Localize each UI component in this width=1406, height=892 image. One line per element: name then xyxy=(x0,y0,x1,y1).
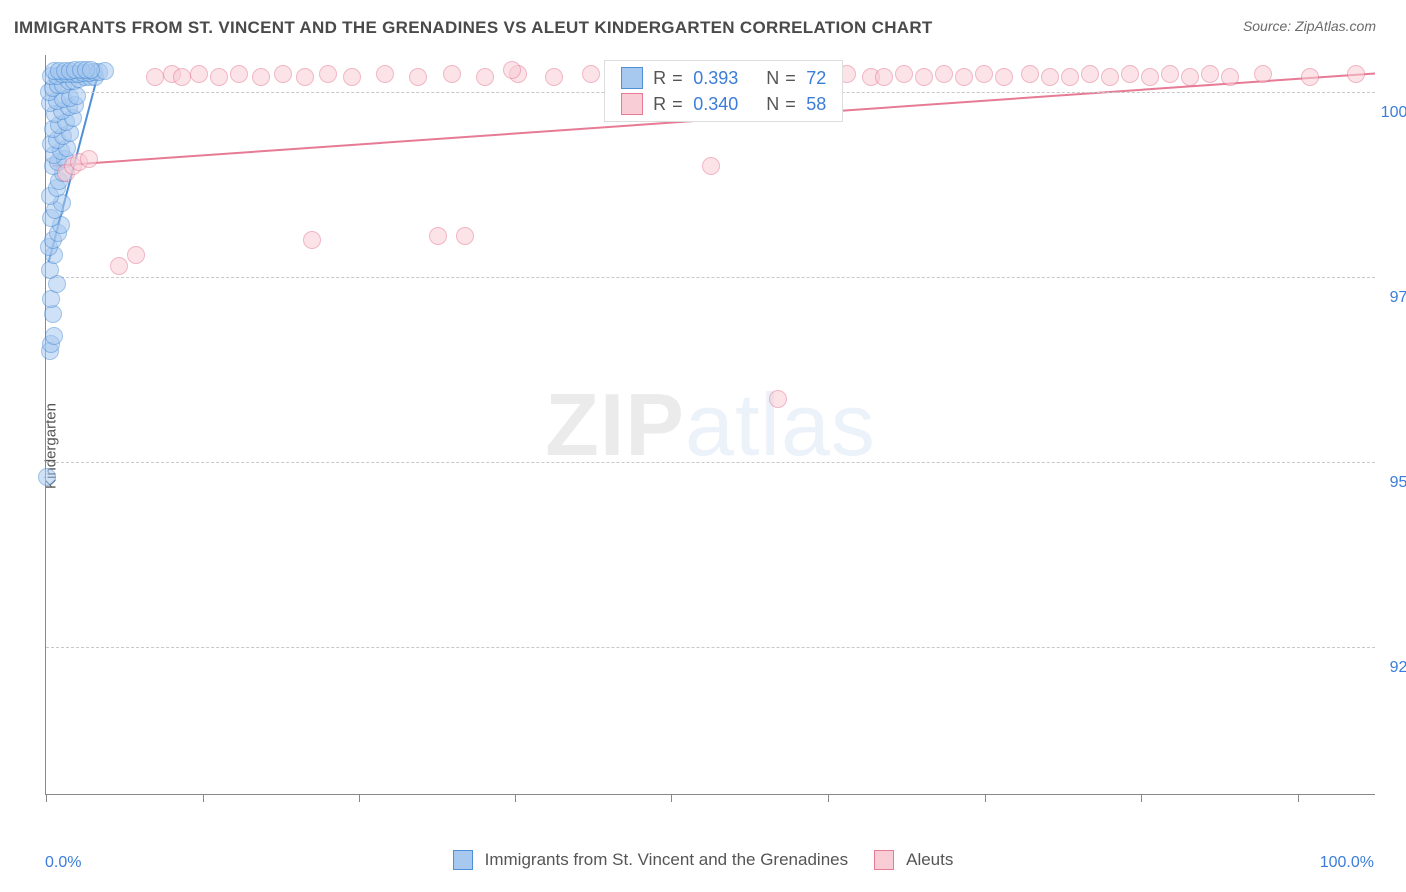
data-point xyxy=(409,68,427,86)
data-point xyxy=(769,390,787,408)
legend-item: Immigrants from St. Vincent and the Gren… xyxy=(453,850,848,870)
data-point xyxy=(303,231,321,249)
x-tick xyxy=(46,794,47,802)
data-point xyxy=(975,65,993,83)
r-label: R = xyxy=(653,68,683,89)
series-legend: Immigrants from St. Vincent and the Gren… xyxy=(0,850,1406,870)
y-tick-label: 100.0% xyxy=(1381,104,1406,122)
data-point xyxy=(1141,68,1159,86)
data-point xyxy=(296,68,314,86)
data-point xyxy=(210,68,228,86)
gridline xyxy=(46,462,1375,463)
x-tick xyxy=(828,794,829,802)
n-value: 72 xyxy=(806,68,826,89)
data-point xyxy=(1254,65,1272,83)
data-point xyxy=(545,68,563,86)
data-point xyxy=(1221,68,1239,86)
r-label: R = xyxy=(653,94,683,115)
data-point xyxy=(146,68,164,86)
x-tick xyxy=(515,794,516,802)
data-point xyxy=(915,68,933,86)
data-point xyxy=(376,65,394,83)
chart-header: IMMIGRANTS FROM ST. VINCENT AND THE GREN… xyxy=(0,0,1406,48)
gridline xyxy=(46,277,1375,278)
data-point xyxy=(955,68,973,86)
data-point xyxy=(343,68,361,86)
n-value: 58 xyxy=(806,94,826,115)
data-point xyxy=(443,65,461,83)
series-swatch xyxy=(621,93,643,115)
data-point xyxy=(702,157,720,175)
data-point xyxy=(476,68,494,86)
x-tick xyxy=(1141,794,1142,802)
x-tick xyxy=(203,794,204,802)
x-tick xyxy=(359,794,360,802)
data-point xyxy=(45,327,63,345)
data-point xyxy=(319,65,337,83)
stats-row: R = 0.340 N = 58 xyxy=(605,91,842,117)
legend-item: Aleuts xyxy=(874,850,953,870)
data-point xyxy=(190,65,208,83)
data-point xyxy=(1061,68,1079,86)
data-point xyxy=(456,227,474,245)
data-point xyxy=(110,257,128,275)
data-point xyxy=(935,65,953,83)
data-point xyxy=(127,246,145,264)
correlation-stats-box: R = 0.393 N = 72 R = 0.340 N = 58 xyxy=(604,60,843,122)
watermark: ZIPatlas xyxy=(545,374,876,476)
data-point xyxy=(80,150,98,168)
data-point xyxy=(582,65,600,83)
data-point xyxy=(895,65,913,83)
data-point xyxy=(1081,65,1099,83)
data-point xyxy=(1161,65,1179,83)
series-swatch xyxy=(621,67,643,89)
r-value: 0.393 xyxy=(693,68,738,89)
n-label: N = xyxy=(766,94,796,115)
legend-swatch xyxy=(874,850,894,870)
chart-title: IMMIGRANTS FROM ST. VINCENT AND THE GREN… xyxy=(14,18,933,38)
data-point xyxy=(1121,65,1139,83)
source-attribution: Source: ZipAtlas.com xyxy=(1243,18,1376,34)
gridline xyxy=(46,647,1375,648)
data-point xyxy=(173,68,191,86)
data-point xyxy=(38,468,56,486)
chart-area: ZIPatlas 92.5%95.0%97.5%100.0%R =0.393N … xyxy=(45,55,1375,795)
data-point xyxy=(1041,68,1059,86)
data-point xyxy=(875,68,893,86)
data-point xyxy=(274,65,292,83)
data-point xyxy=(1021,65,1039,83)
n-label: N = xyxy=(766,68,796,89)
legend-swatch xyxy=(453,850,473,870)
data-point xyxy=(1301,68,1319,86)
plot-region: ZIPatlas 92.5%95.0%97.5%100.0%R =0.393N … xyxy=(45,55,1375,795)
x-tick xyxy=(1298,794,1299,802)
stats-row: R = 0.393 N = 72 xyxy=(605,65,842,91)
data-point xyxy=(995,68,1013,86)
data-point xyxy=(1181,68,1199,86)
y-tick-label: 92.5% xyxy=(1390,659,1406,677)
data-point xyxy=(429,227,447,245)
data-point xyxy=(1347,65,1365,83)
data-point xyxy=(503,61,521,79)
data-point xyxy=(82,61,100,79)
x-tick xyxy=(985,794,986,802)
data-point xyxy=(230,65,248,83)
legend-label: Aleuts xyxy=(906,850,953,870)
y-tick-label: 97.5% xyxy=(1390,289,1406,307)
legend-label: Immigrants from St. Vincent and the Gren… xyxy=(485,850,848,870)
data-point xyxy=(1201,65,1219,83)
data-point xyxy=(252,68,270,86)
y-tick-label: 95.0% xyxy=(1390,474,1406,492)
x-tick xyxy=(671,794,672,802)
r-value: 0.340 xyxy=(693,94,738,115)
data-point xyxy=(1101,68,1119,86)
